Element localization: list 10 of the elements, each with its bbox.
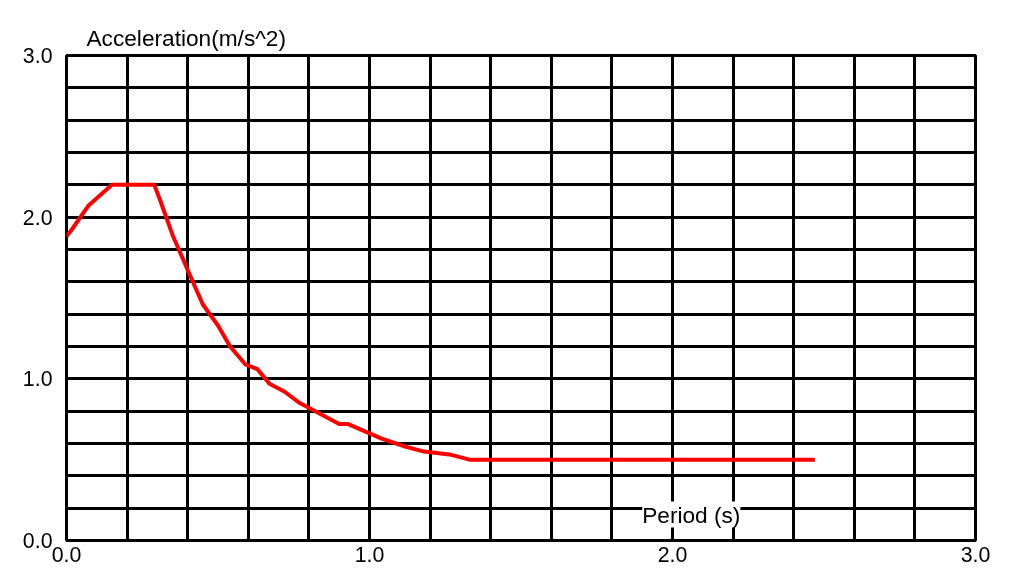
x-tick-label: 2.0 <box>657 542 688 567</box>
x-axis-title: Period (s) <box>642 501 741 528</box>
y-axis-title: Acceleration(m/s^2) <box>86 24 286 51</box>
x-tick-label: 3.0 <box>960 542 991 567</box>
x-tick-label: 0.0 <box>51 542 82 567</box>
y-tick-label: 1.0 <box>22 367 53 392</box>
y-tick-label: 3.0 <box>22 44 53 68</box>
x-tick-label: 1.0 <box>354 542 385 567</box>
line-series <box>66 182 817 462</box>
y-tick-label: 2.0 <box>22 205 53 230</box>
